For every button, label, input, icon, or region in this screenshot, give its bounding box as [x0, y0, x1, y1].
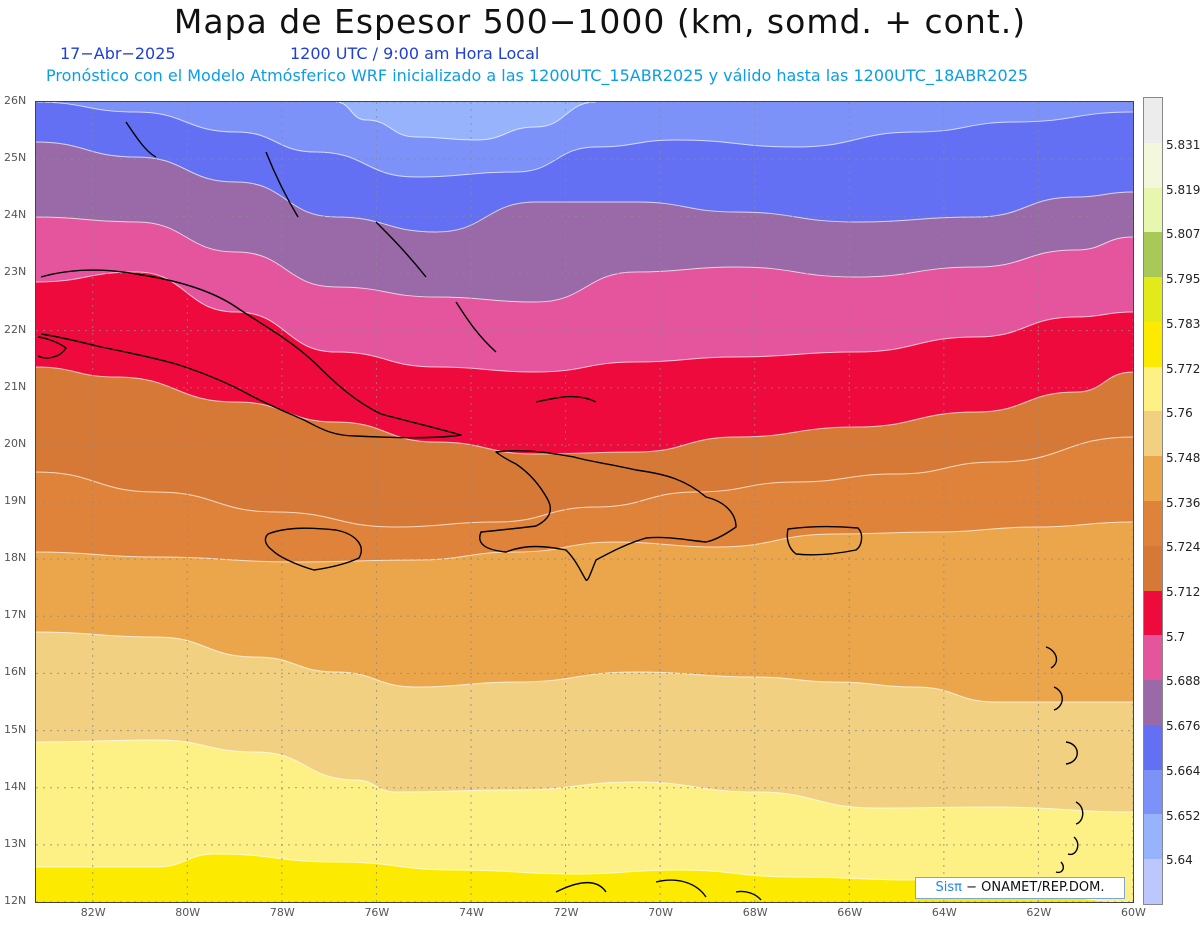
- lat-tick-label: 26N: [4, 94, 27, 107]
- lat-tick-label: 24N: [4, 208, 27, 222]
- lon-tick-label: 76W: [364, 906, 390, 919]
- colorbar-label: 5.736: [1166, 495, 1200, 510]
- thickness-band: [36, 102, 1133, 177]
- colorbar-segment: [1144, 635, 1162, 681]
- colorbar-segment: [1144, 545, 1162, 591]
- credit-prefix: Sisπ: [935, 880, 962, 895]
- colorbar-label: 5.819: [1166, 182, 1200, 197]
- cuba-west-outline: [37, 336, 67, 359]
- colorbar-segment: [1144, 456, 1162, 501]
- lat-tick-label: 19N: [4, 494, 27, 507]
- colorbar-label: 5.7: [1166, 629, 1186, 644]
- colorbar-label: 5.724: [1166, 540, 1200, 555]
- thickness-map[interactable]: [35, 101, 1134, 903]
- lat-tick-label: 23N: [4, 265, 27, 279]
- colorbar-segment: [1144, 98, 1162, 143]
- coastlines: [37, 121, 1084, 901]
- colorbar-segment: [1144, 187, 1162, 233]
- contour-line: [36, 141, 1133, 233]
- colorbar-segment: [1144, 501, 1162, 546]
- colorbar-label: 5.772: [1166, 361, 1200, 376]
- lat-lon-grid: [36, 102, 1133, 902]
- colorbar-label: 5.831: [1166, 138, 1200, 152]
- lon-tick-label: 74W: [459, 906, 484, 919]
- lat-tick-label: 20N: [4, 436, 27, 450]
- contour-line: [36, 436, 1133, 528]
- colorbar-segment: [1144, 277, 1162, 322]
- lat-tick-label: 14N: [4, 779, 27, 793]
- south-america-outline: [555, 879, 762, 901]
- map-canvas: [36, 102, 1133, 902]
- lon-tick-label: 70W: [648, 906, 674, 919]
- colorbar-label: 5.652: [1166, 808, 1200, 823]
- lon-tick-label: 72W: [553, 906, 579, 919]
- lat-tick-label: 25N: [4, 151, 27, 165]
- lat-tick-label: 13N: [4, 836, 27, 850]
- colorbar-segment: [1144, 724, 1162, 770]
- credit-suffix: − ONAMET/REP.DOM.: [961, 880, 1105, 895]
- contour-line: [36, 739, 1133, 813]
- lat-tick-label: 22N: [4, 322, 27, 336]
- lat-tick-label: 16N: [4, 665, 27, 679]
- colorbar-segment: [1144, 859, 1162, 904]
- lat-tick-label: 17N: [4, 608, 27, 622]
- colorbar-segment: [1144, 366, 1162, 412]
- contour-line: [36, 631, 1133, 703]
- model-description: Pronóstico con el Modelo Atmósferico WRF…: [46, 66, 1029, 85]
- lat-tick-label: 15N: [4, 722, 27, 736]
- colorbar-segment: [1144, 590, 1162, 636]
- colorbar-label: 5.688: [1166, 674, 1200, 689]
- colorbar-segment: [1144, 814, 1162, 860]
- cuba-outline: [40, 269, 462, 439]
- credit-box: Sisπ − ONAMET/REP.DOM.: [915, 877, 1125, 899]
- puerto-rico-outline: [786, 525, 863, 556]
- jamaica-outline: [264, 527, 362, 571]
- lat-tick-label: 21N: [4, 379, 27, 393]
- contour-lines: [36, 102, 1133, 902]
- colorbar-label: 5.664: [1166, 763, 1200, 778]
- forecast-date: 17−Abr−2025: [60, 44, 176, 63]
- lon-tick-label: 60W: [1121, 906, 1146, 919]
- contour-line: [36, 216, 1133, 303]
- lon-tick-label: 64W: [931, 906, 957, 919]
- contour-line: [36, 102, 1133, 178]
- colorbar-label: 5.795: [1166, 272, 1200, 287]
- colorbar-frame: [1143, 97, 1163, 905]
- contour-line: [36, 271, 1133, 373]
- colorbar-segment: [1144, 680, 1162, 725]
- colorbar-label: 5.76: [1166, 406, 1193, 421]
- colorbar-label: 5.64: [1166, 853, 1193, 868]
- colorbar-segment: [1144, 411, 1162, 457]
- colorbar-segment: [1144, 321, 1162, 367]
- colorbar-label: 5.783: [1166, 316, 1200, 331]
- lon-tick-label: 62W: [1026, 906, 1052, 919]
- map-title: Mapa de Espesor 500−1000 (km, somd. + co…: [173, 2, 1027, 41]
- colorbar-segment: [1144, 142, 1162, 188]
- contour-line: [335, 102, 597, 141]
- bahamas-outline: [125, 121, 597, 403]
- colorbar-label: 5.807: [1166, 227, 1200, 242]
- contour-line: [36, 366, 1133, 455]
- contour-line: [36, 521, 1133, 563]
- thickness-bands: [36, 102, 1133, 902]
- colorbar-label: 5.676: [1166, 719, 1200, 734]
- lon-tick-label: 66W: [837, 906, 863, 919]
- forecast-time: 1200 UTC / 9:00 am Hora Local: [290, 44, 540, 63]
- colorbar-label: 5.748: [1166, 450, 1200, 465]
- lon-tick-label: 82W: [80, 906, 106, 919]
- thickness-band: [336, 102, 596, 140]
- colorbar-segment: [1144, 769, 1162, 815]
- lesser-antilles-outline: [1045, 646, 1084, 874]
- lon-tick-label: 78W: [269, 906, 295, 919]
- lon-tick-label: 68W: [742, 906, 768, 919]
- lat-tick-label: 18N: [4, 551, 27, 565]
- colorbar-segment: [1144, 232, 1162, 278]
- lon-tick-label: 80W: [175, 906, 201, 919]
- colorbar-label: 5.712: [1166, 585, 1200, 599]
- hispaniola-outline: [479, 449, 737, 581]
- lat-tick-label: 12N: [4, 894, 27, 907]
